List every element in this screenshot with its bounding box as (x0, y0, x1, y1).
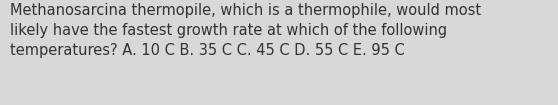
Text: Methanosarcina thermopile, which is a thermophile, would most
likely have the fa: Methanosarcina thermopile, which is a th… (10, 3, 481, 58)
